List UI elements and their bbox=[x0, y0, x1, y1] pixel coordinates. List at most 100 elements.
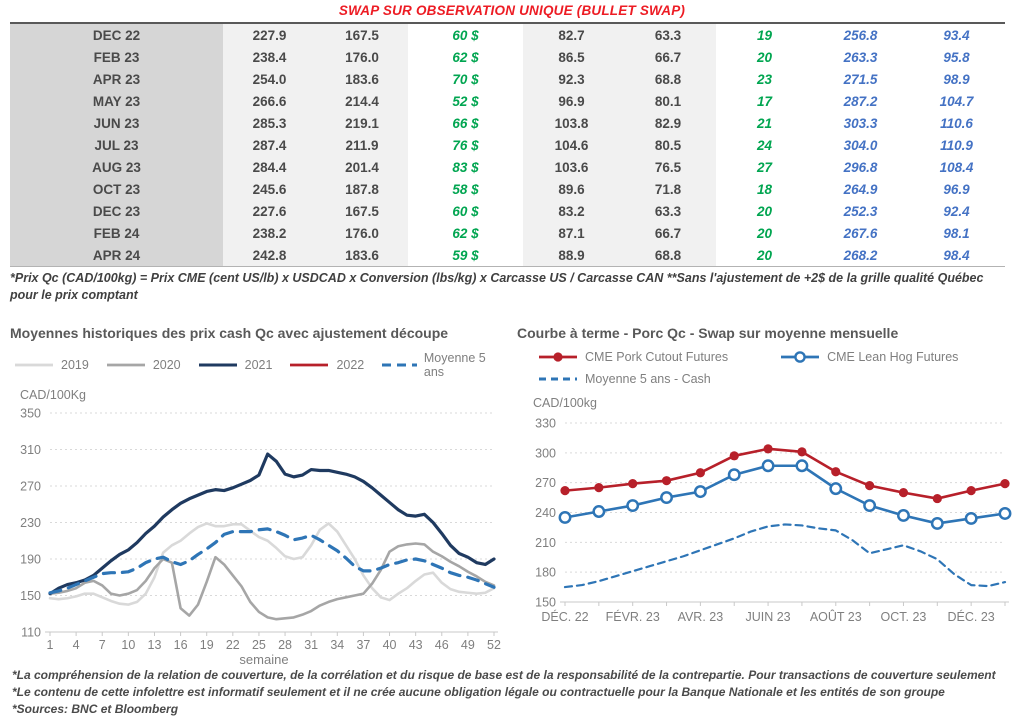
value-cell: 263.3 bbox=[843, 49, 878, 65]
x-tick-label: 7 bbox=[99, 638, 106, 652]
value-cell: 287.4 bbox=[223, 134, 316, 156]
data-point-CME Lean Hog Futures bbox=[897, 509, 910, 522]
legend-item: Moyenne 5 ans - Cash bbox=[538, 372, 711, 386]
x-tick-label: 31 bbox=[304, 638, 318, 652]
value-cell: 80.1 bbox=[620, 90, 716, 112]
data-point-CME Lean Hog Futures bbox=[829, 482, 843, 496]
data-point-CME Lean Hog Futures bbox=[693, 485, 707, 499]
value-cell: 20 bbox=[756, 225, 773, 241]
month-cell: DEC 23 bbox=[10, 200, 223, 222]
value-cell: 176.0 bbox=[316, 46, 408, 68]
x-tick-label: AVR. 23 bbox=[678, 610, 724, 624]
data-point-CME Pork Cutout Futures bbox=[594, 483, 604, 493]
value-cell: 238.4 bbox=[223, 46, 316, 68]
value-cell: 266.6 bbox=[223, 90, 316, 112]
y-tick-label: 180 bbox=[535, 566, 556, 580]
table-row: OCT 23 245.6 187.8 58 $ 89.6 71.8 18 264.9 96.9 bbox=[10, 178, 1005, 200]
legend-item: 2022 bbox=[289, 358, 364, 372]
legend-label: 2021 bbox=[244, 358, 273, 372]
footnotes: *La compréhension de la relation de couv… bbox=[12, 667, 1016, 718]
value-cell: 98.4 bbox=[943, 247, 970, 263]
value-cell: 219.1 bbox=[316, 112, 408, 134]
series-line-CME Pork Cutout Futures bbox=[563, 447, 1007, 500]
right-chart-unit-label: CAD/100kg bbox=[533, 396, 597, 410]
x-axis-label: semaine bbox=[239, 652, 288, 667]
value-cell: 245.6 bbox=[223, 178, 316, 200]
value-cell: 254.0 bbox=[223, 68, 316, 90]
value-cell: 59 $ bbox=[452, 247, 479, 263]
table-row: DEC 22 227.9 167.5 60 $ 82.7 63.3 19 256.8 93.4 bbox=[10, 24, 1005, 46]
data-point-CME Pork Cutout Futures bbox=[1000, 479, 1010, 489]
x-tick-label: DÉC. 22 bbox=[541, 609, 588, 624]
legend-label: Moyenne 5 ans bbox=[423, 351, 486, 379]
value-cell: 24 bbox=[756, 137, 773, 153]
month-cell: DEC 22 bbox=[10, 24, 223, 46]
value-cell: 66.7 bbox=[620, 46, 716, 68]
value-cell: 103.8 bbox=[523, 112, 620, 134]
table-row: FEB 23 238.4 176.0 62 $ 86.5 66.7 20 263.3 95.8 bbox=[10, 46, 1005, 68]
value-cell: 68.8 bbox=[620, 244, 716, 266]
month-cell: AUG 23 bbox=[10, 156, 223, 178]
value-cell: 176.0 bbox=[316, 222, 408, 244]
x-tick-label: 25 bbox=[252, 638, 266, 652]
data-point-CME Lean Hog Futures bbox=[964, 512, 978, 525]
x-tick-label: 4 bbox=[73, 638, 80, 652]
x-tick-label: 16 bbox=[174, 638, 188, 652]
right-chart-title: Courbe à terme - Porc Qc - Swap sur moye… bbox=[517, 325, 899, 341]
legend-label: Moyenne 5 ans - Cash bbox=[585, 372, 711, 386]
data-point-CME Pork Cutout Futures bbox=[560, 486, 570, 496]
table-note: *Prix Qc (CAD/100kg) = Prix CME (cent US… bbox=[10, 271, 984, 303]
value-cell: 86.5 bbox=[523, 46, 620, 68]
data-point-CME Lean Hog Futures bbox=[626, 499, 640, 512]
footnote-line: *Sources: BNC et Bloomberg bbox=[12, 702, 179, 717]
x-tick-label: 28 bbox=[278, 638, 292, 652]
table-row: AUG 23 284.4 201.4 83 $ 103.6 76.5 27 296.8 108.… bbox=[10, 156, 1005, 178]
legend-item: CME Lean Hog Futures bbox=[780, 350, 958, 364]
value-cell: 108.4 bbox=[939, 159, 974, 175]
series-line-2021 bbox=[48, 452, 496, 596]
y-tick-label: 270 bbox=[20, 480, 41, 494]
legend-item: 2019 bbox=[14, 358, 89, 372]
x-tick-label: 52 bbox=[487, 638, 501, 652]
table-row: DEC 23 227.6 167.5 60 $ 83.2 63.3 20 252.3 92.4 bbox=[10, 200, 1005, 222]
x-tick-label: 37 bbox=[356, 638, 370, 652]
right-chart-legend-row1: CME Pork Cutout Futures CME Lean Hog Futu… bbox=[538, 350, 958, 364]
x-tick-label: 49 bbox=[461, 638, 475, 652]
data-point-CME Pork Cutout Futures bbox=[865, 481, 875, 491]
value-cell: 285.3 bbox=[223, 112, 316, 134]
legend-item: Moyenne 5 ans bbox=[381, 351, 500, 379]
left-chart-unit-label: CAD/100Kg bbox=[20, 388, 87, 402]
value-cell: 62 $ bbox=[452, 49, 479, 65]
series-line-Moyenne 5 ans - Cash bbox=[563, 523, 1007, 589]
value-cell: 304.0 bbox=[843, 137, 878, 153]
legend-label: CME Pork Cutout Futures bbox=[585, 350, 729, 364]
y-tick-label: 270 bbox=[535, 476, 556, 490]
y-tick-label: 150 bbox=[20, 589, 41, 603]
value-cell: 96.9 bbox=[523, 90, 620, 112]
series-line-Moyenne 5 ans bbox=[48, 527, 496, 595]
value-cell: 62 $ bbox=[452, 225, 479, 241]
y-tick-label: 150 bbox=[535, 596, 556, 610]
value-cell: 214.4 bbox=[316, 90, 408, 112]
value-cell: 103.6 bbox=[523, 156, 620, 178]
y-tick-label: 190 bbox=[20, 553, 41, 567]
swap-table: DEC 22 227.9 167.5 60 $82.7 63.3 19 256.8 93.4 F… bbox=[10, 22, 1005, 267]
x-tick-label: DÉC. 23 bbox=[948, 609, 995, 624]
y-tick-label: 230 bbox=[20, 516, 41, 530]
value-cell: 87.1 bbox=[523, 222, 620, 244]
value-cell: 187.8 bbox=[316, 178, 408, 200]
historical-prices-chart: 110 150 190 230 270 310 350 1 4 7 10 13 16 19 22 25 28 31… bbox=[20, 407, 501, 668]
x-tick-label: 34 bbox=[330, 638, 344, 652]
data-point-CME Lean Hog Futures bbox=[592, 505, 606, 518]
value-cell: 93.4 bbox=[943, 27, 970, 43]
value-cell: 20 bbox=[756, 49, 773, 65]
value-cell: 92.4 bbox=[943, 203, 970, 219]
legend-label: 2020 bbox=[152, 358, 181, 372]
value-cell: 95.8 bbox=[943, 49, 970, 65]
value-cell: 211.9 bbox=[316, 134, 408, 156]
value-cell: 104.7 bbox=[939, 93, 974, 109]
value-cell: 268.2 bbox=[843, 247, 878, 263]
footnote-line: *Le contenu de cette infolettre est info… bbox=[12, 685, 945, 700]
value-cell: 296.8 bbox=[843, 159, 878, 175]
legend-label: 2019 bbox=[61, 358, 89, 372]
